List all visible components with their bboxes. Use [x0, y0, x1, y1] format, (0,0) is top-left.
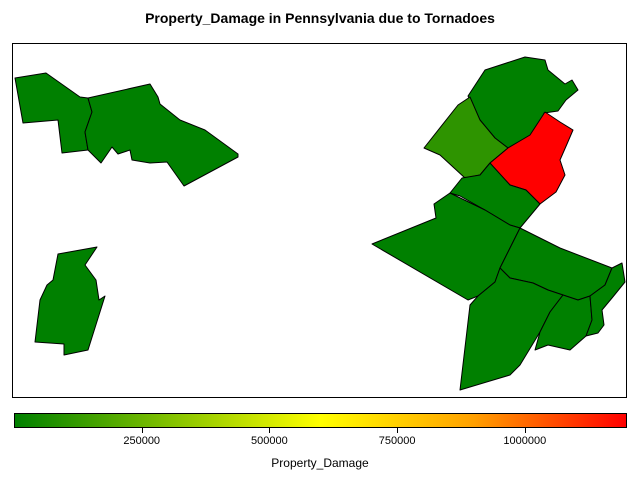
color-scale-tick: [141, 428, 143, 433]
color-scale-tick-label: 1000000: [503, 435, 547, 447]
color-scale-tick-label: 750000: [378, 435, 416, 447]
color-scale-tick: [269, 428, 271, 433]
chart-title: Property_Damage in Pennsylvania due to T…: [145, 10, 495, 26]
map-plot-area: [12, 43, 627, 398]
county-southeast-b: [459, 267, 564, 391]
color-scale-bar: [14, 413, 627, 428]
county-southeast-c: [534, 294, 593, 351]
county-southeast-d: [585, 262, 626, 337]
color-scale-tick: [397, 428, 399, 433]
color-scale-tick: [524, 428, 526, 433]
color-scale-tick-label: 500000: [251, 435, 288, 447]
county-southwest: [34, 246, 106, 356]
county-northwest-b: [84, 83, 239, 187]
county-northwest-a: [14, 72, 93, 154]
color-scale-label: Property_Damage: [271, 456, 369, 470]
color-scale-tick-label: 250000: [123, 435, 161, 447]
